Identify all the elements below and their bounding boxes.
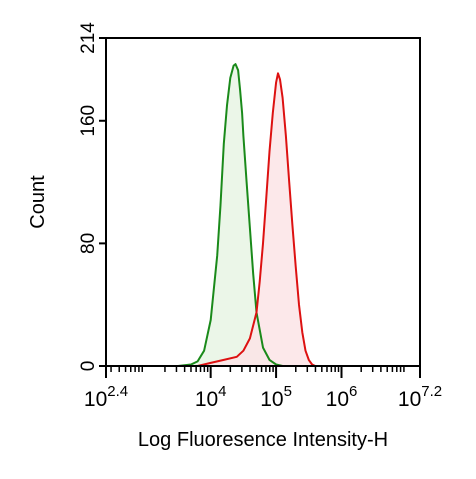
- y-tick-label: 0: [78, 361, 99, 372]
- y-tick-label: 214: [78, 22, 99, 54]
- y-tick-label: 160: [78, 105, 99, 137]
- x-tick-label: 107.2: [398, 383, 442, 411]
- series-2-area: [106, 73, 420, 367]
- y-axis-title: Count: [27, 175, 49, 229]
- series-2-line: [106, 72, 420, 367]
- x-tick-label: 102.4: [84, 383, 128, 411]
- series-1-line: [106, 63, 420, 367]
- series-layer: [106, 63, 420, 367]
- x-axis-title: Log Fluoresence Intensity-H: [138, 429, 388, 451]
- x-tick-label: 104: [195, 383, 227, 411]
- ticks-layer: 0 80 160 214 102.4 104 105 106 107.2: [78, 22, 442, 411]
- plot-frame: [105, 37, 421, 367]
- x-tick-label: 105: [260, 383, 292, 411]
- y-tick-label: 80: [78, 233, 99, 254]
- x-tick-label: 106: [326, 383, 358, 411]
